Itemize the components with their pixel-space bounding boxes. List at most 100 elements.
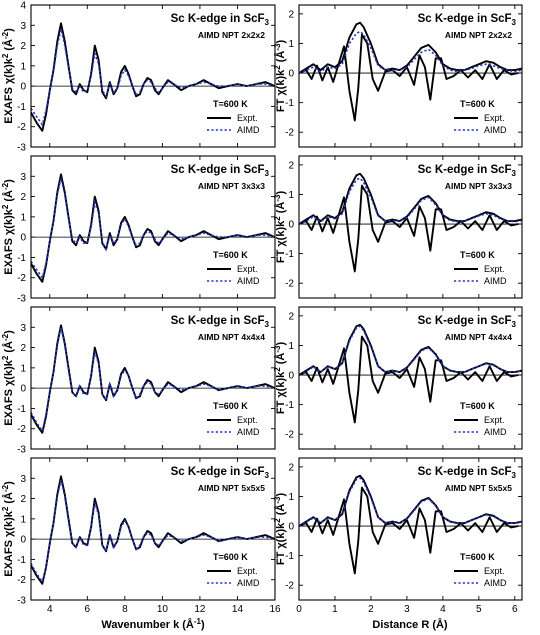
x-tick-label: 10	[157, 604, 169, 615]
legend-aimd-label: AIMD	[484, 125, 507, 135]
x-tick-label: 8	[122, 604, 128, 615]
expt-series-line-1	[299, 33, 519, 122]
y-tick-label: 1	[20, 363, 26, 374]
panel-curves	[299, 323, 522, 424]
y-tick-label: 1	[288, 190, 294, 201]
aimd-series-line-1	[31, 327, 275, 433]
panel-curves	[31, 324, 275, 434]
legend-expt-label: Expt.	[484, 566, 505, 576]
axes-frame	[298, 457, 523, 601]
y-tick-label: 4	[20, 1, 26, 12]
y-tick-label: 0	[288, 371, 294, 382]
legend-temperature: T=600 K	[460, 99, 495, 109]
legend-expt-label: Expt.	[484, 113, 505, 123]
chart-panel-left-3x3x3: -3 -2 -1 0 1 2 3 Sc K-edge in ScF3 AIMD NPT 3x3x…	[1, 155, 276, 305]
y-tick-label: -2	[285, 279, 294, 290]
axes-frame	[30, 457, 276, 601]
x-axis-label-distance: Distance R (Å)	[372, 618, 448, 631]
x-tick-label: 0	[296, 604, 302, 615]
aimd-series-line-2	[299, 177, 522, 225]
y-tick-label: 1	[288, 341, 294, 352]
y-tick-label: -3	[17, 596, 26, 607]
y-tick-label: -1	[17, 102, 26, 113]
chart-panel-right-3x3x3: -2 -1 0 1 2 Sc K-edge in ScF3 AIMD NPT 3x3x3 T=…	[273, 155, 523, 299]
y-axis-label: FT χ(k)k2 (Å-3)	[273, 191, 287, 264]
y-axis-label: FT χ(k)k2 (Å-3)	[273, 342, 287, 415]
expt-series-line-0	[31, 475, 275, 585]
y-tick-label: 3	[20, 323, 26, 334]
x-tick-label: 6	[512, 604, 518, 615]
y-tick-label: 1	[20, 61, 26, 72]
y-tick-label: -2	[285, 128, 294, 139]
panel-title: Sc K-edge in ScF3	[171, 315, 270, 329]
expt-series-line-0	[31, 22, 275, 132]
expt-series-line-0	[31, 173, 275, 283]
y-tick-label: 2	[20, 192, 26, 203]
legend-expt-label: Expt.	[484, 415, 505, 425]
chart-panel-right-5x5x5: 0 1 2 3 4 5 6 -2 -1 0 1 2 Sc K-edge in ScF3 AIMD NPT …	[273, 457, 523, 615]
axes-frame	[298, 306, 523, 450]
legend-temperature: T=600 K	[213, 250, 248, 260]
y-tick-label: 2	[20, 494, 26, 505]
y-tick-label: -3	[17, 445, 26, 456]
y-tick-label: 0	[20, 233, 26, 244]
panel-curves	[31, 173, 275, 283]
panel-curves	[31, 22, 275, 132]
legend-temperature: T=600 K	[213, 99, 248, 109]
y-tick-label: -3	[17, 143, 26, 154]
panel-subtitle: AIMD NPT 3x3x3	[198, 181, 265, 191]
y-tick-label: 2	[20, 343, 26, 354]
panel-subtitle: AIMD NPT 4x4x4	[445, 332, 512, 342]
axes-frame	[298, 155, 523, 299]
legend-expt-label: Expt.	[484, 264, 505, 274]
panel-curves	[299, 474, 522, 575]
aimd-series-line-1	[31, 178, 275, 280]
y-tick-label: -1	[285, 551, 294, 562]
y-tick-label: 0	[20, 82, 26, 93]
legend-expt-label: Expt.	[237, 566, 258, 576]
y-tick-label: 0	[20, 384, 26, 395]
y-axis-label: EXAFS χ(k)k2 (Å-2)	[1, 330, 15, 426]
panel-curves	[299, 172, 522, 273]
expt-series-line-1	[299, 335, 519, 424]
x-tick-label: 6	[85, 604, 91, 615]
y-tick-label: 0	[20, 535, 26, 546]
panel-curves	[31, 475, 275, 585]
chart-panel-right-2x2x2: -2 -1 0 1 2 Sc K-edge in ScF3 AIMD NPT 2x2x2 T=…	[273, 4, 523, 148]
x-axis-label-wavenumber: Wavenumber k (Å-1)	[101, 617, 205, 631]
legend-expt-label: Expt.	[237, 415, 258, 425]
y-tick-label: -2	[17, 273, 26, 284]
y-tick-label: 1	[20, 212, 26, 223]
legend-aimd-label: AIMD	[484, 427, 507, 437]
y-tick-label: 0	[288, 69, 294, 80]
x-tick-label: 4	[440, 604, 446, 615]
legend-expt-label: Expt.	[237, 264, 258, 274]
y-tick-label: -2	[17, 424, 26, 435]
legend-aimd-label: AIMD	[237, 276, 260, 286]
y-axis-label: EXAFS χ(k)k2 (Å-2)	[1, 481, 15, 577]
y-tick-label: -1	[285, 249, 294, 260]
panel-subtitle: AIMD NPT 4x4x4	[198, 332, 265, 342]
y-tick-label: -2	[17, 122, 26, 133]
aimd-series-line-1	[31, 29, 275, 127]
chart-panel-left-2x2x2: -3 -2 -1 0 1 2 3 4 Sc K-edge in ScF3 AIMD NPT 2x2…	[1, 1, 276, 154]
x-tick-label: 5	[476, 604, 482, 615]
legend-aimd-label: AIMD	[484, 276, 507, 286]
y-tick-label: 3	[20, 21, 26, 32]
legend-expt-label: Expt.	[237, 113, 258, 123]
expt-series-line-1	[299, 184, 519, 273]
y-axis-label: FT χ(k)k2 (Å-3)	[273, 493, 287, 566]
panel-title: Sc K-edge in ScF3	[418, 164, 517, 178]
legend-temperature: T=600 K	[460, 401, 495, 411]
x-tick-label: 4	[47, 604, 53, 615]
legend-temperature: T=600 K	[460, 552, 495, 562]
panel-subtitle: AIMD NPT 5x5x5	[445, 483, 512, 493]
y-tick-label: 3	[20, 172, 26, 183]
x-tick-label: 12	[194, 604, 206, 615]
axes-frame	[298, 4, 523, 148]
y-tick-label: -2	[285, 430, 294, 441]
y-tick-label: -1	[17, 404, 26, 415]
x-tick-label: 14	[232, 604, 244, 615]
